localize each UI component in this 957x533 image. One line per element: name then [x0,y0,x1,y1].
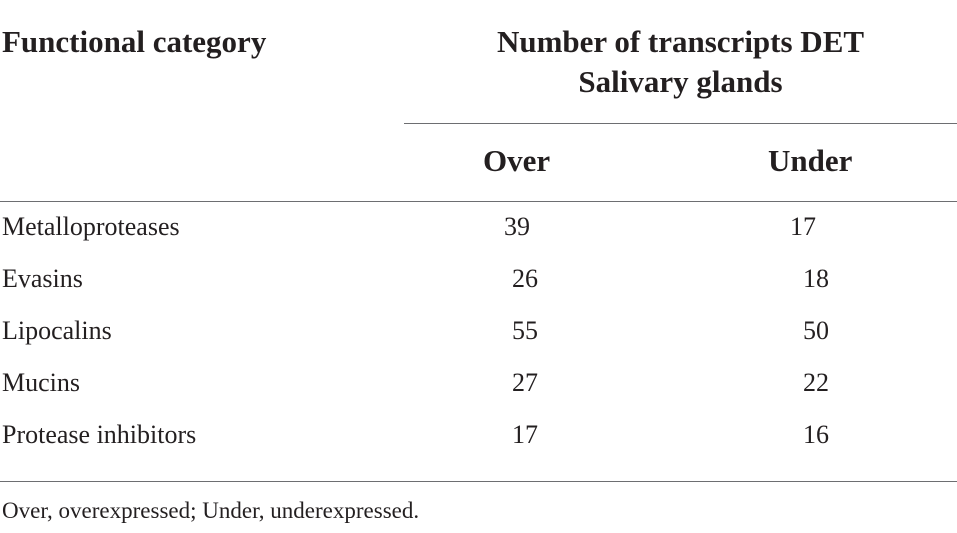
under-count-cell: 17 [790,212,816,241]
group-header-divider [404,123,957,124]
table-footnote: Over, overexpressed; Under, underexpress… [2,498,420,523]
over-count-cell: 55 [512,316,538,345]
table-row: Lipocalins 55 50 [0,305,957,357]
over-count-cell: 39 [504,212,530,241]
over-count-cell: 17 [512,420,538,449]
over-count-cell: 26 [512,264,538,293]
header-divider [0,201,957,202]
category-cell: Lipocalins [2,316,112,345]
category-cell: Metalloproteases [2,212,180,241]
under-count-cell: 22 [803,368,829,397]
category-cell: Mucins [2,368,80,397]
column-header-functional-category: Functional category [2,24,267,59]
column-header-over: Over [483,143,551,178]
table-bottom-rule [0,481,957,482]
table-row: Metalloproteases 39 17 [0,201,957,253]
category-cell: Evasins [2,264,83,293]
table-row: Evasins 26 18 [0,253,957,305]
category-cell: Protease inhibitors [2,420,197,449]
column-group-header-line2: Salivary glands [578,64,783,99]
column-group-header: Number of transcripts DET Salivary gland… [404,22,957,102]
table-row: Mucins 27 22 [0,357,957,409]
column-group-header-line1: Number of transcripts DET [496,24,865,59]
under-count-cell: 18 [803,264,829,293]
under-count-cell: 50 [803,316,829,345]
under-count-cell: 16 [803,420,829,449]
column-header-under: Under [768,143,853,178]
over-count-cell: 27 [512,368,538,397]
table-row: Protease inhibitors 17 16 [0,409,957,461]
